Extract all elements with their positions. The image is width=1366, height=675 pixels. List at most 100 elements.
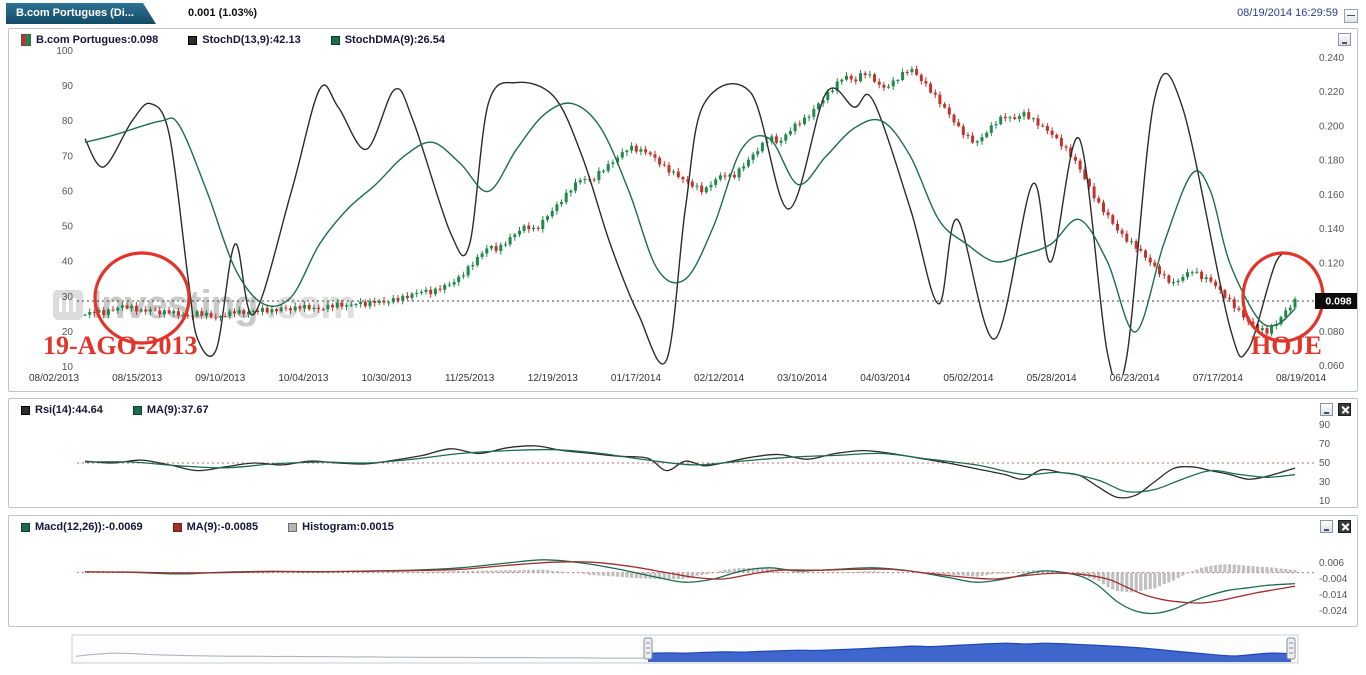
legend-label: StochDMA(9):26.54	[344, 34, 445, 46]
svg-text:0.006: 0.006	[1319, 558, 1344, 569]
legend-item-macd-ma[interactable]: MA(9):-0.0085	[172, 521, 259, 533]
legend-label: StochD(13,9):42.13	[202, 34, 301, 46]
annotation-ellipse[interactable]	[1241, 251, 1325, 343]
svg-text:09/10/2013: 09/10/2013	[195, 373, 245, 384]
legend-item-rsi-ma[interactable]: MA(9):37.67	[132, 404, 209, 416]
svg-text:0.200: 0.200	[1319, 121, 1344, 132]
svg-text:0.060: 0.060	[1319, 361, 1344, 372]
main-legend: B.com Portugues:0.098 StochD(13,9):42.13…	[21, 34, 445, 46]
series-line	[84, 448, 1296, 493]
svg-text:-0.004: -0.004	[1319, 574, 1348, 585]
svg-text:60: 60	[62, 186, 74, 197]
svg-text:70: 70	[1319, 439, 1331, 450]
svg-text:12/19/2013: 12/19/2013	[528, 373, 578, 384]
svg-text:50: 50	[62, 222, 74, 233]
series-line	[84, 72, 1296, 375]
svg-text:10: 10	[1319, 496, 1331, 507]
macd-plot-area[interactable]: 0.006 -0.004 -0.014 -0.024	[9, 516, 1357, 626]
minimize-rsi-panel-button[interactable]	[1320, 403, 1333, 416]
svg-text:0.240: 0.240	[1319, 53, 1344, 64]
svg-text:08/15/2013: 08/15/2013	[112, 373, 162, 384]
instrument-tab[interactable]: B.com Portugues (Di...	[6, 3, 156, 24]
candlestick-icon	[21, 34, 31, 46]
svg-text:0.098: 0.098	[1325, 295, 1351, 307]
legend-label: MA(9):37.67	[146, 404, 209, 416]
svg-text:08/02/2013: 08/02/2013	[29, 373, 79, 384]
svg-text:10: 10	[62, 362, 74, 373]
svg-text:90: 90	[62, 81, 74, 92]
legend-label: Histogram:0.0015	[302, 521, 394, 533]
main-plot-area[interactable]: 100 90 80 70 60 50 40 30 20 10 0.240 0.220 0.200 0.18…	[9, 29, 1357, 391]
green-square-icon	[21, 522, 30, 532]
rsi-legend: Rsi(14):44.64 MA(9):37.67	[21, 404, 209, 416]
rsi-plot-area[interactable]: 90 70 50 30 10	[9, 399, 1357, 507]
svg-text:10/04/2013: 10/04/2013	[278, 373, 328, 384]
black-square-icon	[21, 405, 30, 415]
legend-item-rsi[interactable]: Rsi(14):44.64	[21, 404, 103, 416]
close-rsi-panel-button[interactable]	[1338, 403, 1351, 416]
price-change-label: 0.001 (1.03%)	[188, 7, 258, 19]
collapse-all-icon[interactable]	[1344, 9, 1358, 23]
svg-text:80: 80	[62, 116, 74, 127]
svg-text:05/28/2014: 05/28/2014	[1027, 373, 1077, 384]
main-chart-panel: Investing .com B.com Portugues:0.098 Stoc…	[8, 28, 1358, 392]
series-line	[84, 561, 1296, 604]
svg-text:50: 50	[1319, 458, 1331, 469]
svg-text:40: 40	[62, 257, 74, 268]
green-square-icon	[132, 405, 142, 415]
svg-text:-0.024: -0.024	[1319, 606, 1348, 617]
legend-item-instrument[interactable]: B.com Portugues:0.098	[21, 34, 158, 46]
rsi-panel: Rsi(14):44.64 MA(9):37.67 90 70 50 30 10	[8, 398, 1358, 508]
nav-history-line	[75, 652, 644, 659]
red-square-icon	[172, 522, 182, 532]
navigator-panel	[8, 631, 1358, 671]
svg-text:70: 70	[62, 151, 74, 162]
svg-text:-0.014: -0.014	[1319, 590, 1348, 601]
svg-text:11/25/2013: 11/25/2013	[445, 373, 495, 384]
candles-layer	[83, 65, 1297, 337]
navigator-strip[interactable]	[8, 631, 1358, 669]
price-tag	[1315, 293, 1357, 309]
svg-text:03/10/2014: 03/10/2014	[777, 373, 827, 384]
tab-title: B.com Portugues (Di...	[16, 7, 134, 19]
svg-text:30: 30	[1319, 477, 1331, 488]
svg-text:06/23/2014: 06/23/2014	[1110, 373, 1160, 384]
legend-label: B.com Portugues:0.098	[36, 34, 159, 46]
minimize-main-panel-button[interactable]	[1338, 33, 1351, 46]
annotation-ellipse[interactable]	[93, 251, 191, 345]
svg-text:90: 90	[1319, 420, 1331, 431]
black-square-icon	[188, 35, 198, 45]
green-square-icon	[330, 35, 340, 45]
legend-label: Macd(12,26)):-0.0069	[35, 521, 143, 533]
close-macd-panel-button[interactable]	[1338, 520, 1351, 533]
svg-text:04/03/2014: 04/03/2014	[860, 373, 910, 384]
annotation-hoje[interactable]: HOJE	[1251, 331, 1322, 360]
legend-item-histogram[interactable]: Histogram:0.0015	[288, 521, 394, 533]
svg-text:10/30/2013: 10/30/2013	[362, 373, 412, 384]
svg-text:08/19/2014: 08/19/2014	[1276, 373, 1326, 384]
annotation-19-ago-2013[interactable]: 19-AGO-2013	[43, 331, 198, 360]
minimize-macd-panel-button[interactable]	[1320, 520, 1333, 533]
svg-text:02/12/2014: 02/12/2014	[694, 373, 744, 384]
watermark-logo-icon	[53, 290, 83, 320]
svg-text:0.120: 0.120	[1319, 258, 1344, 269]
macd-legend: Macd(12,26)):-0.0069 MA(9):-0.0085 Histo…	[21, 521, 394, 533]
legend-item-stochdma[interactable]: StochDMA(9):26.54	[330, 34, 445, 46]
legend-label: MA(9):-0.0085	[186, 521, 259, 533]
legend-item-stochd[interactable]: StochD(13,9):42.13	[188, 34, 301, 46]
svg-text:05/02/2014: 05/02/2014	[943, 373, 993, 384]
series-line	[84, 102, 1296, 333]
svg-text:07/17/2014: 07/17/2014	[1193, 373, 1243, 384]
gray-square-icon	[288, 522, 298, 532]
svg-text:0.180: 0.180	[1319, 156, 1344, 167]
nav-selected-area	[648, 643, 1291, 662]
svg-text:20: 20	[62, 327, 74, 338]
series-line	[84, 445, 1296, 499]
top-bar: B.com Portugues (Di... 0.001 (1.03%) 08/…	[0, 0, 1366, 28]
svg-text:100: 100	[56, 46, 73, 57]
legend-item-macd[interactable]: Macd(12,26)):-0.0069	[21, 521, 143, 533]
svg-text:0.140: 0.140	[1319, 224, 1344, 235]
svg-text:0.160: 0.160	[1319, 190, 1344, 201]
svg-text:30: 30	[62, 292, 74, 303]
